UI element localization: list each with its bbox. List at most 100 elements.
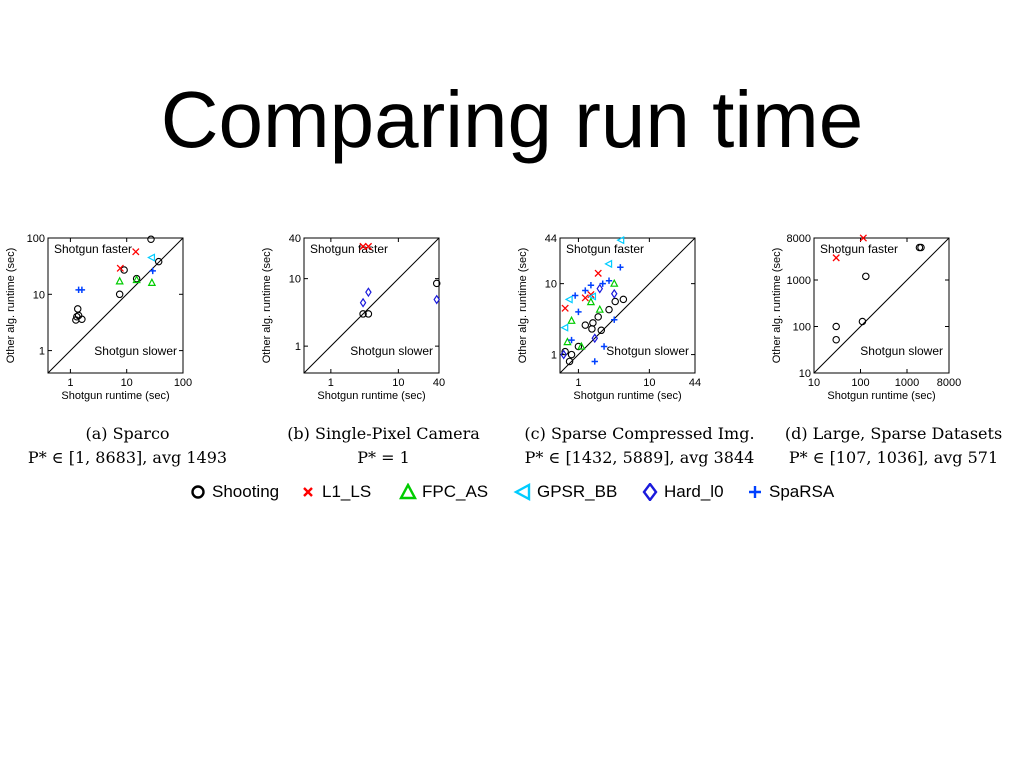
data-point [568, 336, 575, 344]
y-tick-label: 100 [793, 321, 811, 333]
plot-frame [813, 237, 950, 374]
y-tick-label: 1 [295, 341, 301, 353]
data-point [575, 308, 582, 316]
annotation-shotgun-faster: Shotgun faster [54, 242, 132, 256]
plot-frame [559, 237, 696, 374]
legend-marker [398, 483, 418, 500]
plot-frame [47, 237, 184, 374]
data-point [832, 322, 840, 331]
data-point [605, 277, 613, 284]
plot-frame [303, 237, 440, 374]
data-point [560, 349, 567, 360]
circle-marker-icon [191, 485, 205, 499]
data-point [581, 321, 590, 329]
annotation-shotgun-faster: Shotgun faster [566, 242, 644, 256]
series-sparsa [75, 267, 156, 294]
y-axis-label: Other alg. runtime (sec) [517, 248, 529, 364]
y-tick-label: 10 [289, 274, 301, 286]
plus-marker-icon [749, 486, 761, 498]
chart-subcaption: P* = 1 [357, 448, 410, 467]
data-point [587, 282, 595, 289]
y-tick-label: 40 [289, 233, 301, 245]
triangle-left-marker-icon [513, 483, 531, 501]
x-tick-label: 10 [643, 377, 655, 389]
series-l1-ls [359, 242, 373, 251]
x-axis-label: Shotgun runtime (sec) [61, 390, 169, 402]
data-point [567, 350, 576, 359]
data-point [365, 287, 372, 298]
scatter-plot: 1 10 44 1 10 44 Shotgun runtime (sec) Other alg… [517, 233, 701, 402]
annotation-shotgun-slower: Shotgun slower [860, 344, 943, 358]
data-point [560, 323, 569, 332]
data-point [577, 341, 586, 350]
x-axis-label: Shotgun runtime (sec) [827, 390, 935, 402]
data-point [132, 275, 141, 284]
data-point [610, 288, 618, 299]
data-point [72, 316, 80, 324]
series-hard-l0 [560, 283, 618, 360]
triangle-up-marker-icon [398, 483, 418, 500]
data-point [859, 234, 867, 242]
data-point [147, 253, 156, 262]
diamond-marker-icon [642, 483, 658, 501]
annotation-shotgun-slower: Shotgun slower [350, 344, 433, 358]
data-point [561, 304, 569, 312]
diagonal-line [559, 237, 696, 374]
data-point [582, 287, 589, 294]
x-marker-icon [303, 487, 313, 497]
data-point [586, 297, 596, 306]
series-gpsr-bb [147, 253, 156, 262]
x-tick-label: 10 [808, 377, 820, 389]
chart-subcaption: P* ∈ [1432, 5889], avg 3844 [524, 448, 755, 467]
y-axis-label: Other alg. runtime (sec) [5, 248, 17, 364]
data-point [858, 317, 867, 326]
series-fpc-as [563, 278, 619, 350]
data-point [588, 325, 596, 333]
y-tick-label: 1 [39, 346, 45, 358]
y-tick-label: 10 [799, 368, 811, 380]
y-tick-label: 1000 [787, 275, 811, 287]
chart-panel-sparco: 1 10 100 1 10 100 Shotgun runtime (sec) Other a… [0, 228, 255, 478]
data-point [359, 242, 367, 251]
legend: Shooting L1_LS FPC_AS GPSR_BB Hard_l0 Sp… [188, 480, 848, 504]
data-point [597, 326, 606, 335]
data-point [565, 357, 574, 366]
diagonal-line [47, 237, 184, 374]
data-point [619, 295, 628, 304]
series-shooting [359, 279, 441, 318]
legend-marker [749, 486, 761, 498]
data-point [563, 337, 572, 346]
annotation-shotgun-slower: Shotgun slower [94, 344, 177, 358]
data-point [591, 333, 599, 344]
data-point [594, 313, 602, 321]
legend-label: GPSR_BB [537, 482, 618, 501]
data-point [862, 272, 870, 281]
data-point [611, 316, 618, 323]
x-axis-label: Shotgun runtime (sec) [573, 390, 681, 402]
x-tick-label: 1 [575, 377, 581, 389]
y-axis-label: Other alg. runtime (sec) [261, 248, 273, 364]
data-point [599, 280, 606, 287]
data-point [581, 294, 589, 302]
data-point [359, 310, 367, 318]
series-sparsa [568, 264, 624, 365]
legend-label: SpaRSA [769, 482, 835, 501]
data-point [574, 342, 583, 351]
diagonal-line [813, 237, 950, 374]
y-tick-label: 10 [545, 279, 557, 291]
legend-label: L1_LS [322, 482, 372, 501]
annotation-shotgun-faster: Shotgun faster [820, 242, 898, 256]
x-tick-label: 10 [392, 377, 404, 389]
y-tick-label: 100 [27, 233, 45, 245]
y-tick-label: 44 [545, 233, 557, 245]
x-axis-label: Shotgun runtime (sec) [317, 390, 425, 402]
x-tick-label: 10 [121, 377, 133, 389]
data-point [571, 292, 579, 299]
legend-label: FPC_AS [422, 482, 489, 501]
x-tick-label: 44 [689, 377, 701, 389]
data-point [567, 315, 576, 324]
data-point [359, 297, 367, 308]
data-point [604, 259, 613, 269]
data-point [120, 266, 128, 274]
